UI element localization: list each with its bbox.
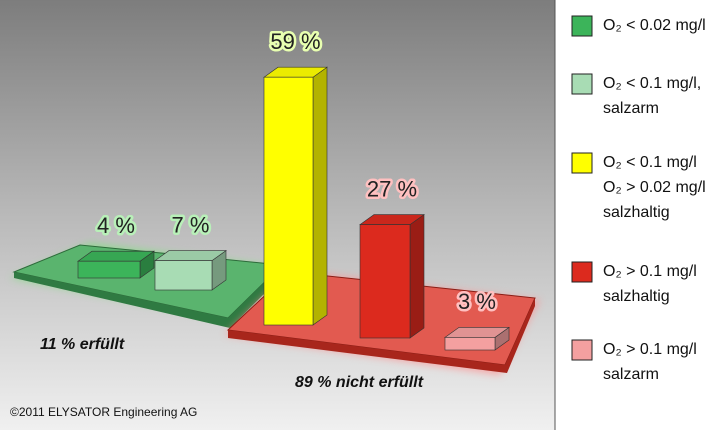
value-label: 7 % — [172, 212, 210, 237]
bar-side — [312, 66, 328, 326]
legend: O₂ < 0.02 mg/l O₂ < 0.1 mg/l, salzarm O₂ < … — [571, 15, 706, 383]
legend-label: O₂ < 0.1 mg/l, — [603, 75, 701, 92]
legend-label: O₂ > 0.02 mg/l — [603, 179, 706, 196]
value-label: 59 % — [270, 29, 320, 54]
footer: ©2011 ELYSATOR Engineering AG — [10, 405, 197, 419]
bar — [154, 260, 213, 291]
bars: 4 % 7 % 59 % 27 % 3 % — [77, 27, 510, 351]
value-label: 27 % — [367, 176, 417, 201]
legend-label: salzhaltig — [603, 288, 670, 305]
legend-swatch — [571, 15, 593, 37]
legend-label: salzarm — [603, 366, 659, 383]
annotation: 89 % nicht erfüllt — [295, 374, 424, 391]
platform-red-edge — [228, 298, 535, 373]
legend-label: O₂ < 0.02 mg/l — [603, 17, 706, 34]
legend-swatch — [571, 339, 593, 361]
legend-label: O₂ < 0.1 mg/l — [603, 154, 697, 171]
bar-top — [77, 250, 155, 262]
bar — [359, 224, 411, 339]
bar — [444, 337, 496, 351]
legend-swatch — [571, 73, 593, 95]
value-label: 4 % — [97, 213, 135, 238]
bar — [263, 76, 314, 326]
annotation: 11 % erfüllt — [40, 336, 125, 353]
bar — [77, 260, 141, 279]
legend-swatch — [571, 261, 593, 283]
bar-side — [409, 214, 425, 339]
value-label: 3 % — [458, 289, 496, 314]
legend-label: salzarm — [603, 100, 659, 117]
legend-label: O₂ > 0.1 mg/l — [603, 263, 697, 280]
legend-label: salzhaltig — [603, 204, 670, 221]
legend-swatch — [571, 152, 593, 174]
legend-label: O₂ > 0.1 mg/l — [603, 341, 697, 358]
